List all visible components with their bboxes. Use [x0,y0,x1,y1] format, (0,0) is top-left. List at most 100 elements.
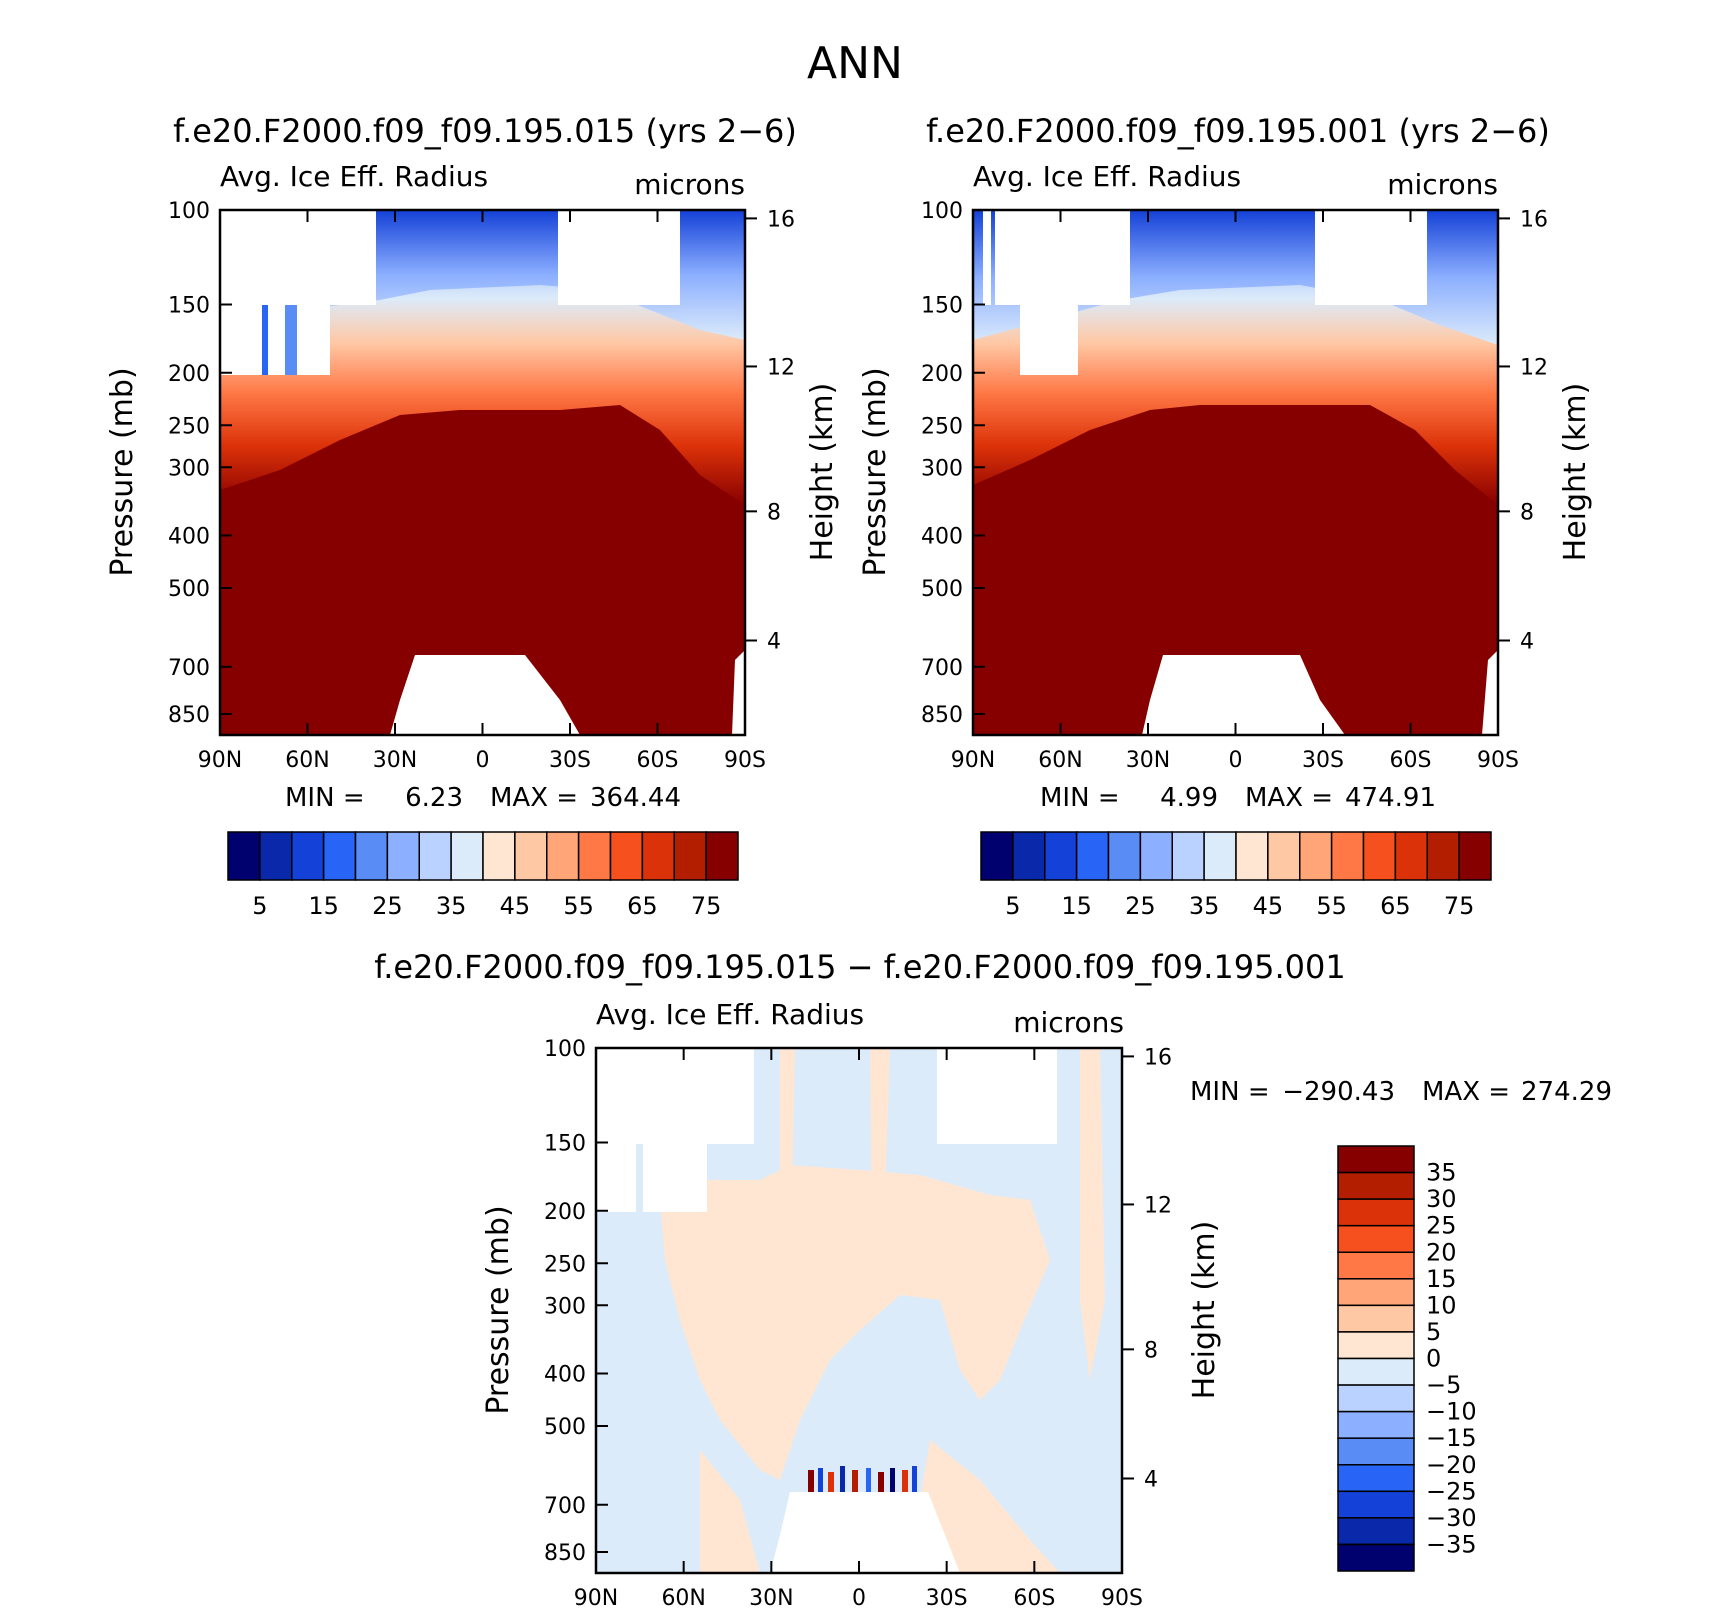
missing-data-block [220,210,376,305]
colorbar-box [641,831,675,881]
orography-mask [770,1492,960,1573]
pressure-tick-label: 850 [544,1541,586,1566]
orography-mask [390,655,580,735]
lat-tick-label: 90N [574,1586,618,1610]
colorbar: 5 15 25 35 45 55 65 75 [227,831,739,920]
colorbar-box [980,831,1014,881]
colorbar-box [1267,831,1301,881]
colorbar-label: 15 [1061,892,1092,920]
pressure-tick-label: 400 [168,525,210,550]
missing-data-block [983,210,991,305]
colorbar-box [546,831,580,881]
colorbar-box [1203,831,1237,881]
colorbar-box [577,831,612,881]
lat-tick-label: 30N [373,748,417,773]
max-value: 364.44 [590,783,681,813]
min-label: MIN = [1040,783,1120,813]
height-tick-label: 12 [1520,355,1548,380]
colorbar-box [1235,831,1269,881]
height-tick-label: 12 [767,355,795,380]
height-tick-label: 8 [1520,500,1534,525]
pressure-tick-label: 500 [921,577,963,602]
colorbar-label: 5 [1005,892,1020,920]
colorbar-box [609,831,644,881]
colorbar-label: 65 [627,892,658,920]
height-tick-label: 4 [1144,1468,1158,1493]
colorbar-label: 20 [1426,1238,1457,1266]
colorbar-box [1337,1437,1415,1466]
colorbar-box [1337,1543,1415,1572]
orography-mask [732,650,745,735]
pressure-tick-label: 300 [168,456,210,481]
min-label: MIN = [1190,1077,1270,1107]
colorbar-box [1107,831,1142,881]
pressure-tick-label: 700 [544,1494,586,1519]
colorbar-box [1337,1384,1415,1413]
colorbar-box [705,831,739,881]
colorbar-label: 5 [252,892,267,920]
ylabel: Pressure (mb) [858,367,893,576]
lat-tick-label: 60S [1390,748,1432,773]
colorbar-label: 55 [1316,892,1347,920]
colorbar-box [1337,1224,1415,1253]
max-label: MAX = [1245,783,1333,813]
panel-title: f.e20.F2000.f09_f09.195.015 − f.e20.F200… [374,948,1346,986]
lat-tick-label: 60N [661,1586,705,1610]
height-tick-label: 16 [767,207,795,232]
lat-tick-label: 30S [549,748,591,773]
min-label: MIN = [285,783,365,813]
panel-left: f.e20.F2000.f09_f09.195.015 (yrs 2−6) Av… [105,112,840,920]
colorbar-label: 35 [1426,1159,1457,1187]
colorbar-label: −15 [1426,1424,1477,1452]
colorbar-box [1337,1331,1415,1360]
colorbar-box [1337,1198,1415,1227]
variable-label: Avg. Ice Eff. Radius [220,160,488,193]
axes: 100 150 200 250 300 400 500 700 850 16 12 8 4 90N 60N 3… [168,199,795,773]
colorbar-box [514,831,548,881]
missing-data-block [558,210,680,305]
colorbar-label: 10 [1426,1291,1457,1319]
colorbar-label: 75 [1444,892,1475,920]
missing-data-block [937,1048,1057,1144]
missing-data-block [643,1144,707,1212]
lat-tick-label: 90N [951,748,995,773]
colorbar-label: 45 [1253,892,1284,920]
colorbar-box [418,831,452,881]
height-tick-label: 4 [767,630,781,655]
colorbar-box [291,831,325,881]
lat-tick-label: 90N [198,748,242,773]
height-tick-label: 4 [1520,630,1534,655]
colorbar-label: −25 [1426,1477,1477,1505]
pressure-tick-label: 200 [921,362,963,387]
lat-tick-label: 30S [1302,748,1344,773]
pressure-tick-label: 100 [168,199,210,224]
min-value: 6.23 [405,783,463,813]
pressure-tick-label: 850 [168,703,210,728]
missing-data-block [1020,305,1078,375]
height-tick-label: 8 [767,500,781,525]
missing-data-block [220,305,330,375]
colorbar-label: 75 [691,892,722,920]
colorbar-box [354,831,389,881]
colorbar-label: −35 [1426,1530,1477,1558]
colorbar-box [1362,831,1397,881]
colorbar-box [1044,831,1078,881]
colorbar-box [1458,831,1492,881]
units-label: microns [1387,168,1498,201]
min-value: 4.99 [1160,783,1218,813]
colorbar-label: 35 [1189,892,1220,920]
pressure-tick-label: 100 [921,199,963,224]
ylabel-right: Height (km) [1558,383,1593,562]
units-label: microns [634,168,745,201]
colorbar-box [1337,1464,1415,1493]
colorbar-box [482,831,516,881]
lat-tick-label: 0 [1229,748,1243,773]
colorbar-box [1337,1278,1415,1307]
colorbar-label: −10 [1426,1398,1477,1426]
colorbar-box [1337,1304,1415,1333]
lat-tick-label: 60S [637,748,679,773]
colorbar-label: 25 [372,892,403,920]
colorbar-box [1426,831,1460,881]
colorbar-box [227,831,261,881]
